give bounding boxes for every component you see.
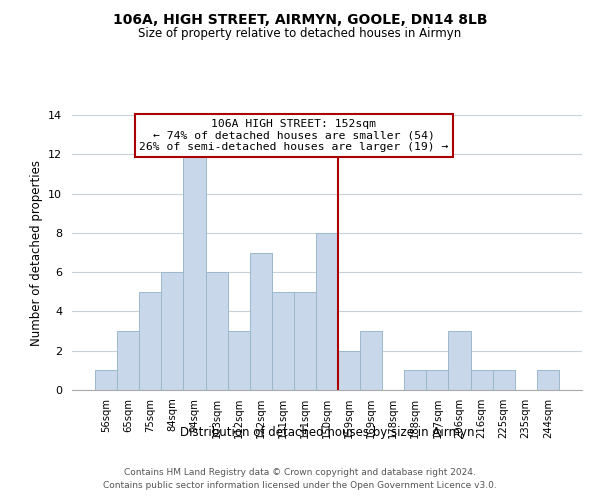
- Bar: [272, 292, 294, 390]
- Text: Contains HM Land Registry data © Crown copyright and database right 2024.: Contains HM Land Registry data © Crown c…: [124, 468, 476, 477]
- Bar: [206, 272, 227, 390]
- Bar: [404, 370, 427, 390]
- Bar: [448, 331, 470, 390]
- Bar: [427, 370, 448, 390]
- Bar: [360, 331, 382, 390]
- Text: Distribution of detached houses by size in Airmyn: Distribution of detached houses by size …: [180, 426, 474, 439]
- Bar: [139, 292, 161, 390]
- Bar: [470, 370, 493, 390]
- Bar: [493, 370, 515, 390]
- Text: 106A HIGH STREET: 152sqm
← 74% of detached houses are smaller (54)
26% of semi-d: 106A HIGH STREET: 152sqm ← 74% of detach…: [139, 119, 449, 152]
- Bar: [250, 252, 272, 390]
- Bar: [161, 272, 184, 390]
- Bar: [316, 233, 338, 390]
- Bar: [294, 292, 316, 390]
- Bar: [184, 154, 206, 390]
- Y-axis label: Number of detached properties: Number of detached properties: [29, 160, 43, 346]
- Bar: [338, 350, 360, 390]
- Text: Contains public sector information licensed under the Open Government Licence v3: Contains public sector information licen…: [103, 482, 497, 490]
- Bar: [117, 331, 139, 390]
- Bar: [95, 370, 117, 390]
- Text: 106A, HIGH STREET, AIRMYN, GOOLE, DN14 8LB: 106A, HIGH STREET, AIRMYN, GOOLE, DN14 8…: [113, 12, 487, 26]
- Text: Size of property relative to detached houses in Airmyn: Size of property relative to detached ho…: [139, 28, 461, 40]
- Bar: [227, 331, 250, 390]
- Bar: [537, 370, 559, 390]
